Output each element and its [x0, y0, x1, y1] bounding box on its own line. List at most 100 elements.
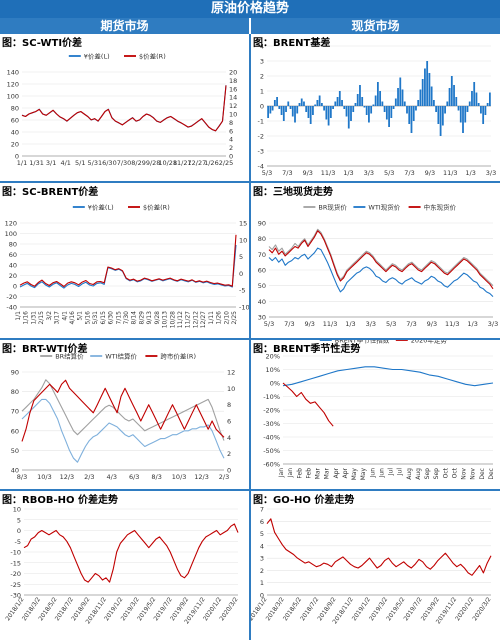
x-tick-label: Oct [451, 467, 458, 478]
bar [428, 73, 431, 106]
y-tick-label: 4 [260, 542, 264, 550]
y-tick-label: 7 [260, 506, 264, 514]
y-tick-label: -30 [10, 592, 21, 600]
bar [480, 106, 482, 114]
bar [356, 94, 359, 106]
y-right-tick-label: 10 [239, 236, 247, 244]
legend-label: BRENT季节性指数 [335, 340, 390, 345]
y-right-tick-label: 2 [227, 450, 231, 458]
y-right-tick-label: 5 [239, 253, 243, 261]
x-tick-label: 3/3 [366, 320, 376, 328]
bar [392, 106, 395, 109]
x-tick-label: 7/3 [284, 320, 294, 328]
bar [352, 106, 355, 112]
bar [381, 101, 384, 106]
x-tick-label: 9/3 [427, 320, 437, 328]
series-line [19, 234, 237, 288]
y-tick-label: 120 [5, 220, 17, 228]
legend-label: $价差(R) [143, 203, 170, 212]
bar [312, 106, 314, 115]
bar [475, 92, 478, 106]
y-tick-label: 10 [13, 506, 21, 514]
bar [401, 89, 404, 106]
x-tick-label: 3/2 [46, 311, 53, 321]
bar [459, 106, 462, 123]
legend-label: 2020年走势 [411, 340, 448, 345]
x-tick-label: 12/3 [60, 473, 75, 481]
x-tick-label: 7/30 [123, 311, 130, 325]
x-tick-label: 6/3 [129, 473, 139, 481]
bar [488, 92, 491, 106]
x-tick-label: 11/3 [321, 169, 336, 177]
bar [332, 106, 334, 109]
y-tick-label: 100 [7, 93, 19, 101]
x-tick-label: 1/26 [216, 311, 223, 325]
x-tick-label: 10/28 [158, 159, 177, 167]
y-tick-label: 90 [11, 369, 19, 377]
y-right-tick-label: 14 [229, 94, 237, 102]
x-tick-label: Sep [424, 468, 431, 480]
x-tick-label: 2/10 [223, 311, 230, 325]
x-tick-label: Jul [397, 468, 404, 477]
bar [466, 106, 469, 112]
bar [437, 106, 440, 124]
page-title: 原油价格趋势 [0, 0, 500, 18]
x-tick-label: Nov [470, 468, 477, 480]
bar [446, 101, 449, 106]
x-tick-label: Dec [479, 468, 486, 480]
x-tick-label: 5/31 [92, 311, 99, 325]
x-tick-label: 1/3 [467, 320, 477, 328]
x-tick-label: 6/30 [102, 159, 117, 167]
bar [408, 106, 411, 124]
bar [334, 101, 337, 106]
chart-go-ho-spread: 012345672018/1/22018/3/22018/5/22018/7/2… [251, 506, 493, 626]
y-tick-label: 40 [11, 129, 19, 137]
x-tick-label: Aug [406, 468, 413, 480]
x-tick-label: Apr [333, 467, 340, 478]
y-tick-label: 80 [9, 241, 17, 249]
chart-three-spot: 30 40 50 60 70 80 90 5/3 7/3 9/3 11/3 1/3 3/3 5/3 7/3 9… [258, 203, 499, 329]
bar [444, 106, 446, 114]
bar [325, 106, 328, 120]
legend-label: WTI结算价 [105, 352, 137, 361]
bar [468, 101, 471, 106]
bar [300, 98, 303, 106]
y-tick-label: 100 [5, 230, 17, 238]
y-right-tick-label: 2 [229, 144, 233, 152]
y-tick-label: 60 [258, 267, 266, 275]
y-tick-label: 1 [260, 579, 264, 587]
bar [419, 89, 422, 106]
y-tick-label: 70 [258, 251, 266, 259]
bar [473, 82, 476, 106]
x-tick-label: 10/3 [37, 473, 52, 481]
y-tick-label: 3 [260, 555, 264, 563]
bar [415, 106, 417, 111]
y-tick-label: 50 [11, 447, 19, 455]
y-tick-label: 60 [11, 427, 19, 435]
x-tick-label: 1/3 [343, 169, 353, 177]
y-right-tick-label: -10 [239, 304, 249, 312]
x-tick-label: 5/3 [264, 320, 274, 328]
x-tick-label: 1/11 [208, 311, 215, 325]
bar [363, 106, 366, 108]
x-tick-label: 1/3 [465, 169, 475, 177]
bar [397, 88, 399, 106]
x-tick-label: 6/30 [108, 311, 115, 325]
series-line [268, 247, 494, 297]
y-right-tick-label: 12 [229, 102, 237, 110]
bar [287, 101, 290, 106]
y-tick-label: -40 [6, 304, 17, 312]
y-tick-label: 4 [260, 43, 264, 51]
bar [406, 106, 408, 114]
bar [276, 97, 278, 106]
panel-title: 图：BRENT季节性走势 [253, 344, 361, 355]
y-right-tick-label: 15 [239, 220, 247, 228]
bar [376, 82, 379, 106]
y-tick-label: 30 [258, 314, 266, 322]
chart-brent-seasonal: -60%-50%-40%-30%-20%-10%0%10%20%Jan Jan Fe… [263, 340, 495, 480]
bar [421, 79, 424, 106]
x-tick-label: 9/3 [302, 169, 312, 177]
bar [309, 106, 312, 124]
bar [486, 103, 489, 106]
